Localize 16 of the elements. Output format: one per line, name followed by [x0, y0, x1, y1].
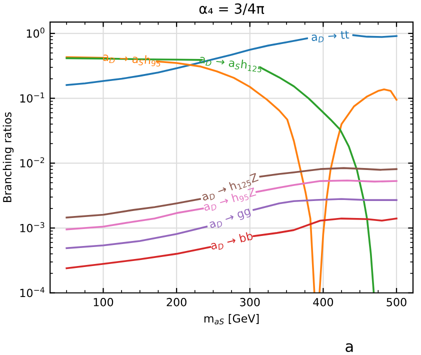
y-tick-label: 10$^{−1}$	[20, 92, 44, 103]
text: a$_{D}$ → bb	[210, 231, 254, 252]
text: a	[346, 343, 353, 352]
y-tick-label: 10$^{−3}$	[20, 222, 44, 232]
y-tick-label: 10$^{−4}$	[20, 287, 44, 298]
chart-title: α₄ = 3/4π	[199, 3, 264, 15]
series-label: a$_{D}$ → tt	[311, 30, 350, 43]
x-tick-label: 400	[313, 298, 334, 306]
x-tick-label: 300	[240, 298, 260, 306]
x-axis-title: m$_{aS}$ [GeV]	[204, 314, 259, 324]
y-tick-label: 10$^{0}$	[26, 28, 44, 38]
y-tick-label: 10$^{−2}$	[20, 157, 44, 168]
y-axis-title: Branching ratios	[2, 112, 14, 202]
x-tick-label: 100	[94, 298, 114, 306]
x-tick-label: 200	[166, 298, 186, 306]
x-tick-label: 500	[386, 298, 406, 306]
